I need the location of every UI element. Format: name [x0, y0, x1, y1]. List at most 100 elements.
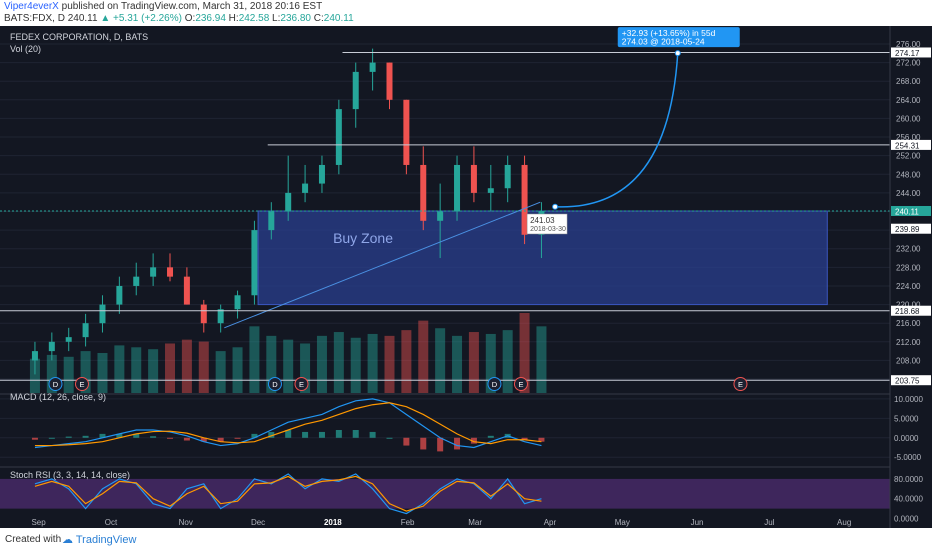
candle-body — [352, 71, 359, 110]
candle-body — [521, 164, 528, 235]
macd-tick: 0.0000 — [894, 434, 919, 443]
publish-info: Viper4everX published on TradingView.com… — [4, 1, 322, 12]
macd-histogram-bar — [150, 436, 157, 438]
level-price-label: 203.75 — [895, 377, 920, 386]
level-price-box — [891, 139, 931, 150]
macd-histogram-bar — [437, 437, 444, 452]
volume-bars — [29, 313, 547, 393]
dividend-marker — [48, 377, 63, 391]
candle-body — [82, 323, 89, 338]
earnings-marker-label: E — [299, 380, 304, 389]
projection-end-dot — [674, 50, 681, 57]
quote-line: BATS:FDX, D 240.11 ▲ +5.31 (+2.26%) O:23… — [4, 13, 354, 24]
volume-bar — [367, 333, 378, 393]
candle-body — [487, 188, 494, 193]
close-value: 240.11 — [323, 13, 354, 24]
stoch-tick: 0.0000 — [894, 515, 919, 524]
volume-bar — [97, 353, 108, 393]
price-tick: 260.00 — [896, 114, 921, 123]
projection-start-dot — [552, 203, 559, 210]
macd-histogram-bar — [403, 437, 410, 446]
low-value: 236.80 — [280, 13, 311, 24]
cloud-icon: ☁ — [62, 534, 73, 546]
stoch-rsi-pane[interactable] — [0, 473, 890, 515]
level-price-label: 239.89 — [895, 225, 920, 234]
dividend-marker — [267, 377, 282, 391]
candle-body — [454, 164, 461, 212]
earnings-marker — [733, 377, 748, 391]
earnings-marker — [513, 377, 528, 391]
macd-pane[interactable] — [0, 398, 890, 458]
tooltip-price: 241.03 — [530, 216, 555, 225]
volume-bar — [316, 335, 327, 393]
volume-bar — [63, 356, 74, 393]
volume-bar — [519, 313, 530, 393]
macd-histogram-bar — [234, 437, 241, 439]
candle-body — [268, 211, 275, 231]
macd-histogram-bar — [487, 435, 494, 438]
high-value: 242.58 — [238, 13, 270, 24]
price-tick: 264.00 — [896, 96, 921, 105]
candle-body — [420, 164, 427, 221]
earnings-marker-label: E — [738, 380, 743, 389]
volume-bar — [502, 330, 513, 393]
signal-line — [34, 402, 542, 447]
last-price: 240.11 — [67, 13, 98, 24]
price-tick: 228.00 — [896, 263, 921, 272]
projection-label-box — [617, 27, 740, 48]
macd-tick: 5.0000 — [894, 414, 919, 423]
macd-histogram-bar — [133, 433, 140, 438]
macd-histogram-bar — [31, 437, 38, 440]
candlesticks[interactable] — [31, 48, 545, 375]
price-tick: 268.00 — [896, 77, 921, 86]
macd-line — [34, 398, 542, 449]
macd-histogram-bar — [302, 431, 309, 438]
candle-body — [133, 276, 140, 286]
volume-bar — [452, 335, 463, 393]
price-tick: 276.00 — [896, 40, 921, 49]
change-arrow-icon: ▲ — [100, 13, 111, 24]
price-tick: 256.00 — [896, 133, 921, 142]
tooltip-date: 2018-03-30 — [530, 226, 566, 233]
uptrend-line — [224, 201, 541, 329]
candle-body — [504, 164, 511, 189]
price-tick: 216.00 — [896, 319, 921, 328]
stoch-tick: 40.0000 — [894, 495, 923, 504]
macd-histogram-bar — [352, 430, 359, 438]
time-tick: Mar — [468, 518, 482, 527]
volume-title: Vol (20) — [10, 44, 41, 54]
open-value: 236.94 — [195, 13, 226, 24]
level-price-box — [891, 305, 931, 316]
tradingview-logo[interactable]: ☁ TradingView — [62, 533, 136, 546]
time-tick: Apr — [544, 518, 557, 527]
candle-body — [335, 109, 342, 165]
level-price-box — [891, 375, 931, 386]
level-price-label: 218.68 — [895, 307, 920, 316]
buy-zone-label: Buy Zone — [333, 230, 393, 246]
candle-body — [302, 183, 309, 193]
macd-histogram-bar — [268, 431, 275, 438]
volume-bar — [468, 332, 479, 393]
volume-bar — [80, 351, 91, 393]
stoch-title: Stoch RSI (3, 3, 14, 14, close) — [10, 470, 130, 480]
volume-bar — [333, 332, 344, 393]
earnings-marker — [75, 377, 90, 391]
volume-bar — [283, 339, 294, 393]
price-axis-bg — [890, 26, 932, 528]
macd-histogram-bar — [99, 433, 106, 438]
macd-histogram-bar — [200, 437, 207, 442]
volume-bar — [249, 326, 260, 393]
time-tick: Jun — [691, 518, 704, 527]
time-tick: Dec — [251, 518, 265, 527]
volume-bar — [300, 343, 311, 393]
author-link[interactable]: Viper4everX — [4, 1, 59, 12]
volume-bar — [114, 345, 125, 393]
time-tick: Oct — [105, 518, 118, 527]
earnings-marker — [294, 377, 309, 391]
candle-body — [318, 164, 325, 184]
candle-body — [116, 285, 123, 305]
publish-header: Viper4everX published on TradingView.com… — [0, 0, 932, 26]
stoch-d-line — [34, 475, 542, 512]
